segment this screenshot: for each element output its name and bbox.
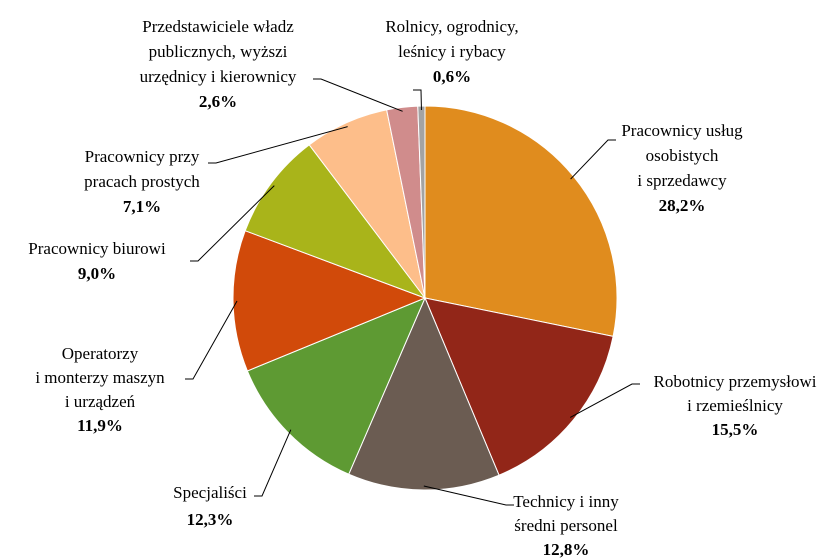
pie-slice bbox=[232, 230, 427, 372]
leader-line bbox=[208, 126, 348, 164]
value-label: 28,2% bbox=[659, 196, 706, 215]
value-label: 7,1% bbox=[123, 197, 161, 216]
slice-label: Pracownicy przy pracach prostych bbox=[84, 147, 200, 191]
leader-line bbox=[423, 485, 514, 506]
slice-label: Robotnicy przemysłowi i rzemieślnicy bbox=[654, 372, 817, 415]
slice-label: Pracownicy biurowi bbox=[28, 239, 166, 258]
pie-slice bbox=[244, 144, 427, 300]
value-label: 15,5% bbox=[712, 420, 759, 439]
value-label: 12,8% bbox=[543, 540, 590, 559]
slice-label: Rolnicy, ogrodnicy, leśnicy i rybacy bbox=[385, 17, 518, 61]
leader-line bbox=[254, 429, 292, 497]
slice-label: Przedstawiciele władz publicznych, wyższi… bbox=[140, 17, 297, 86]
leader-line bbox=[185, 300, 238, 380]
value-label: 11,9% bbox=[77, 416, 123, 435]
pie-slice bbox=[424, 105, 618, 337]
pie-slice bbox=[246, 297, 426, 475]
leader-line bbox=[413, 89, 422, 111]
value-label: 2,6% bbox=[199, 92, 237, 111]
leader-line bbox=[190, 185, 275, 262]
slice-label: Specjaliści bbox=[173, 483, 247, 502]
leader-line bbox=[570, 139, 616, 180]
slice-label: Pracownicy usług osobistych i sprzedawcy bbox=[621, 121, 743, 190]
pie-slice bbox=[424, 297, 614, 476]
value-label: 0,6% bbox=[433, 67, 471, 86]
value-label: 9,0% bbox=[78, 264, 116, 283]
slice-label: Technicy i inny średni personel bbox=[513, 492, 619, 535]
value-label: 12,3% bbox=[187, 510, 234, 529]
leader-line bbox=[313, 78, 403, 112]
leader-line bbox=[569, 383, 640, 418]
pie-slice bbox=[348, 296, 500, 491]
slice-label: Operatorzy i monterzy maszyn i urządzeń bbox=[35, 344, 165, 411]
